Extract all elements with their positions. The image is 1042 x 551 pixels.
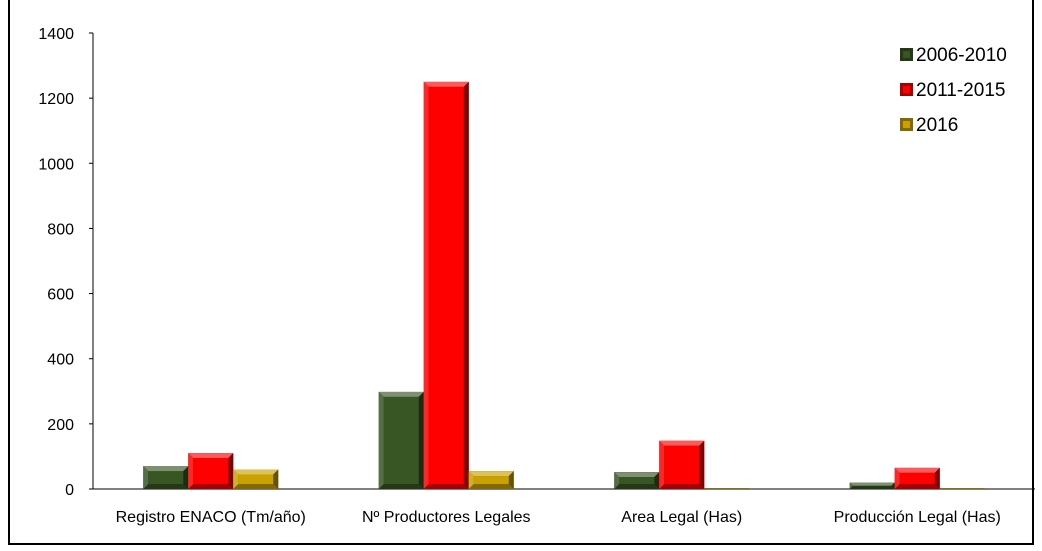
bar [894, 467, 940, 489]
legend: 2006-2010 2011-2015 2016 [900, 45, 1007, 136]
legend-label: 2011-2015 [916, 80, 1005, 101]
bar [423, 81, 469, 489]
bar [233, 469, 279, 489]
bar [849, 482, 895, 489]
y-tick-label: 1000 [38, 156, 74, 173]
legend-item: 2016 [900, 115, 958, 136]
category-label: Area Legal (Has) [621, 509, 742, 526]
y-tick-label: 0 [65, 482, 74, 499]
bar [468, 471, 514, 489]
bar [143, 466, 189, 489]
y-tick-label: 1200 [38, 91, 74, 108]
category-label: Registro ENACO (Tm/año) [116, 509, 306, 526]
y-tick-label: 400 [47, 352, 74, 369]
legend-label: 2016 [916, 115, 958, 136]
bar [614, 472, 660, 489]
bar [939, 488, 985, 489]
bar [659, 440, 705, 489]
category-label: Nº Productores Legales [362, 509, 531, 526]
y-ticks: 0 200 400 600 800 1000 1200 1400 [38, 26, 93, 499]
bar [378, 391, 424, 489]
chart-frame [8, 0, 1034, 545]
y-tick-label: 200 [47, 417, 74, 434]
y-tick-label: 800 [47, 221, 74, 238]
legend-item: 2006-2010 [900, 45, 1007, 66]
legend-item: 2011-2015 [900, 80, 1005, 101]
bars [143, 81, 985, 489]
y-tick-label: 600 [47, 287, 74, 304]
category-labels: Registro ENACO (Tm/año) Nº Productores Le… [116, 509, 1001, 526]
y-tick-label: 1400 [38, 26, 74, 43]
bar [188, 453, 234, 489]
category-label: Producción Legal (Has) [834, 509, 1001, 526]
bar [704, 488, 750, 489]
legend-label: 2006-2010 [916, 45, 1007, 66]
